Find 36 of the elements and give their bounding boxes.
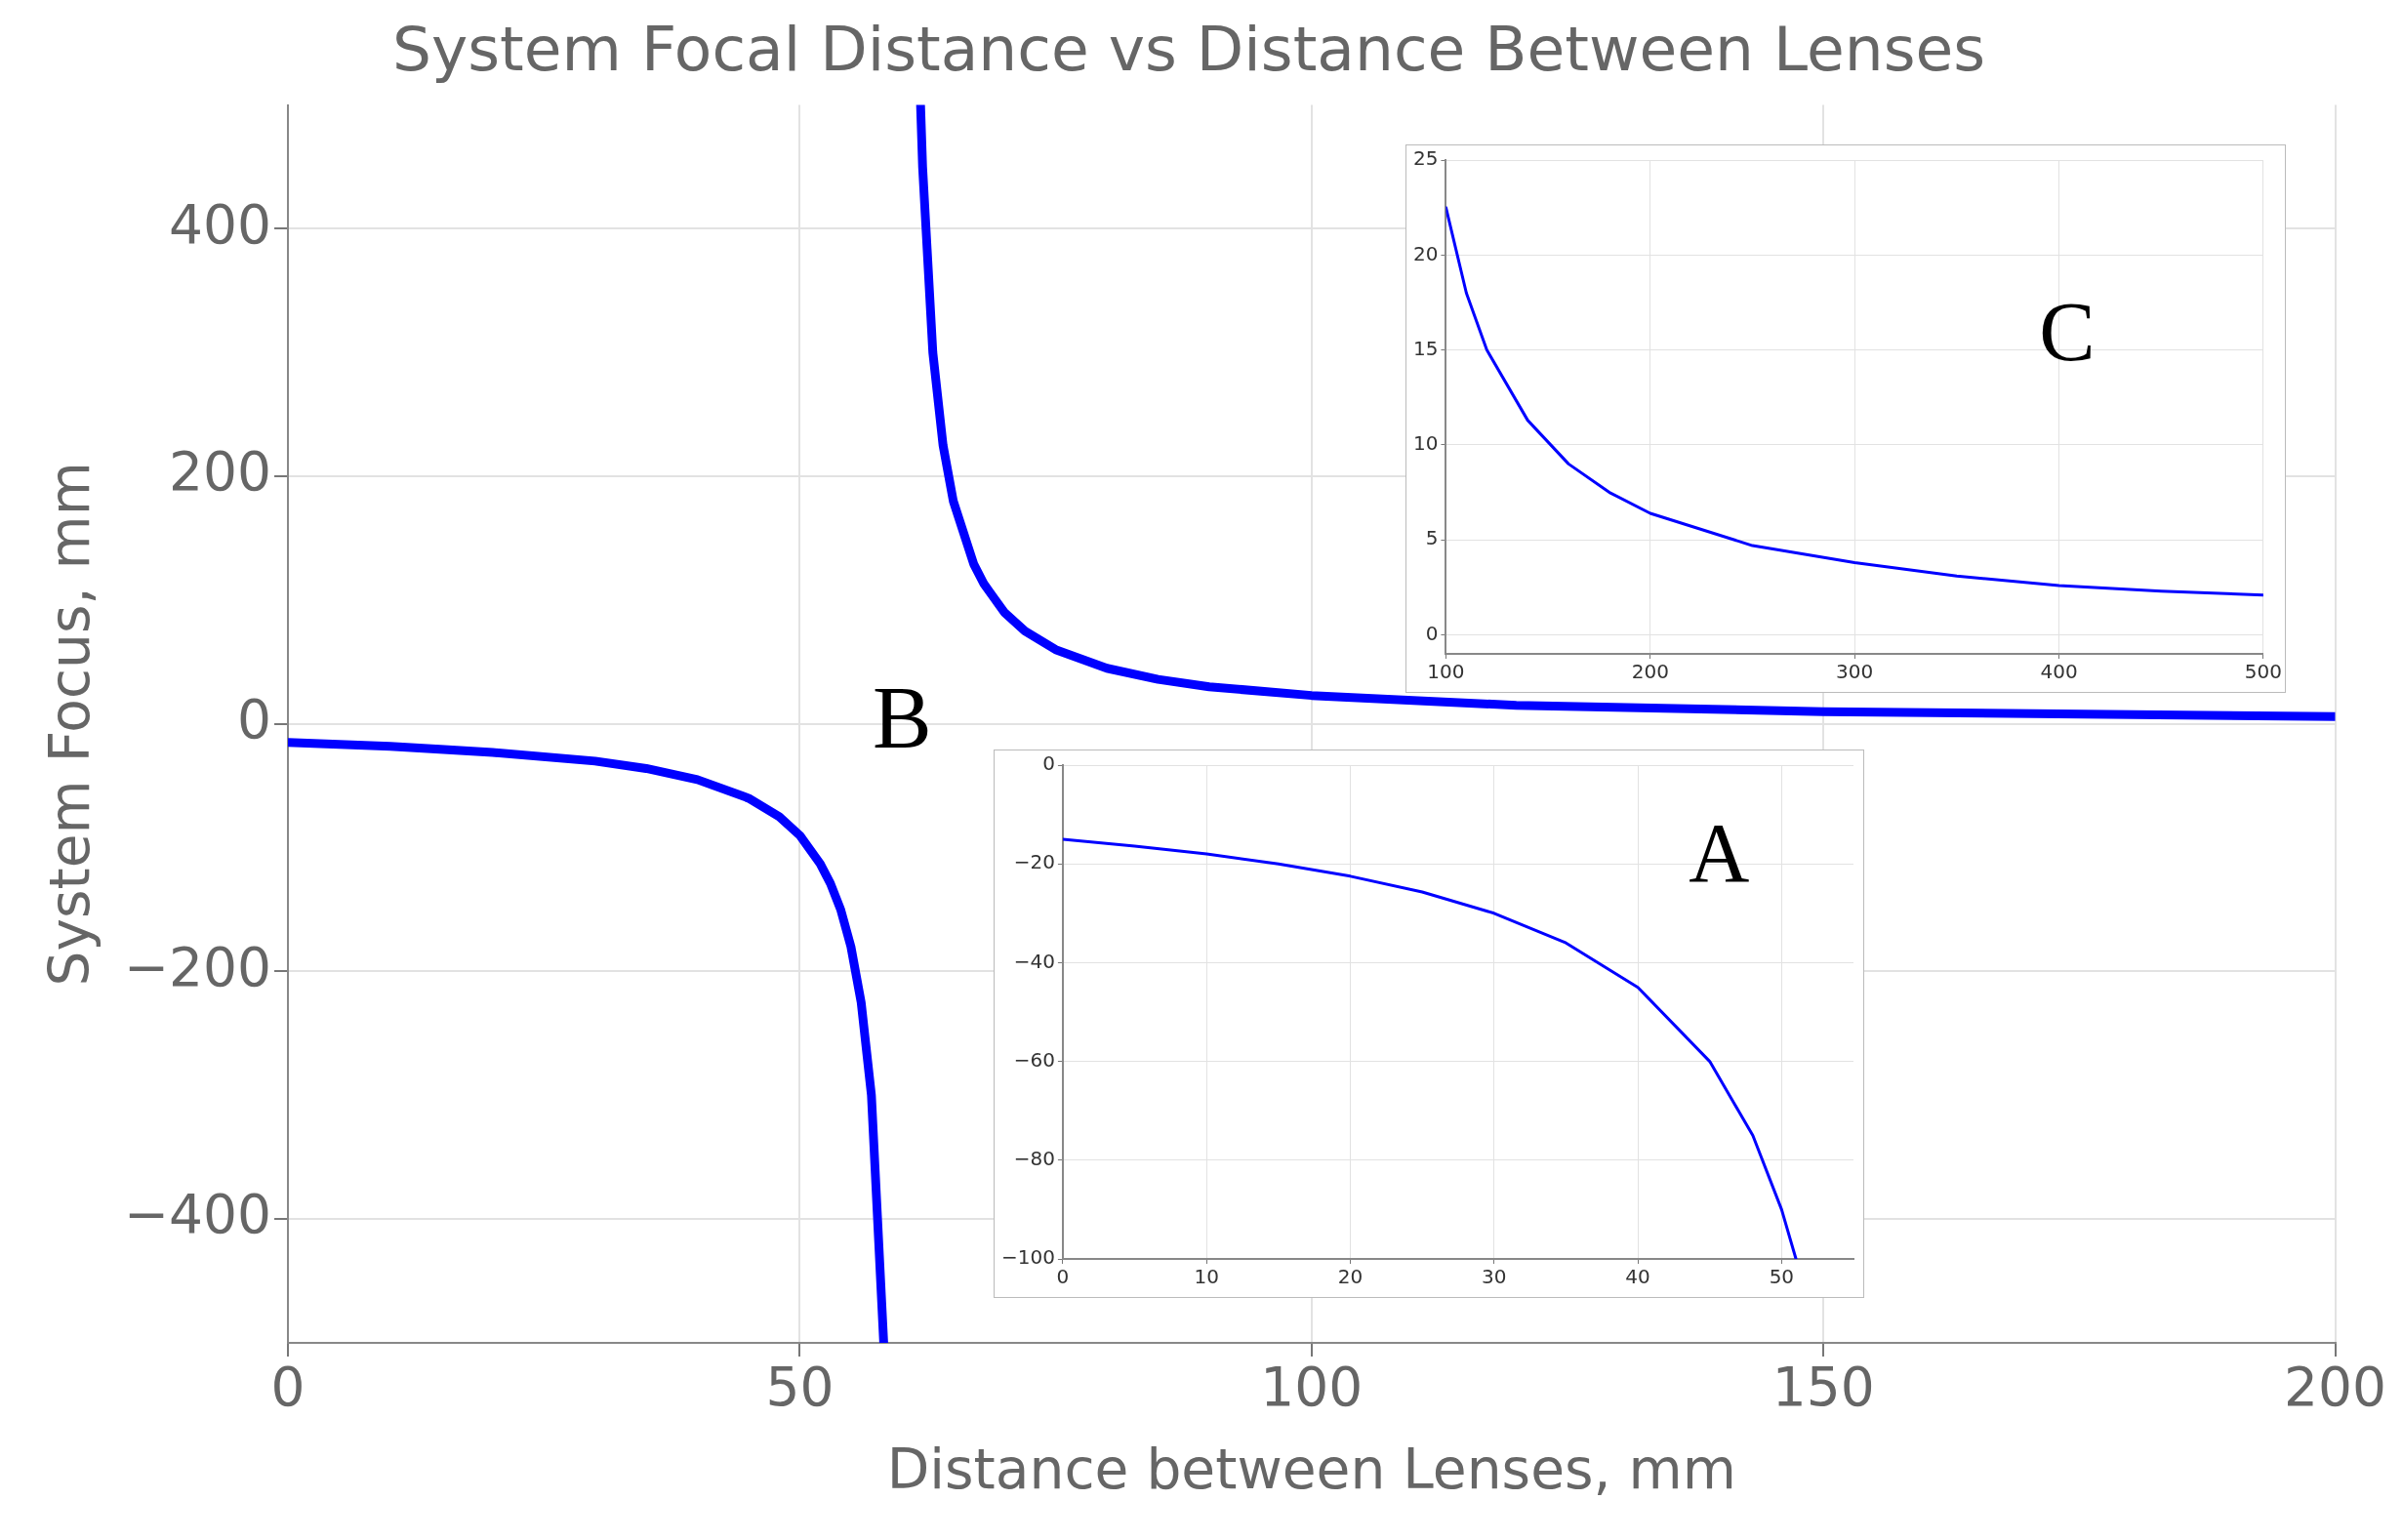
y-tick-label: 15 [1413,336,1439,360]
y-tick-label: −20 [1013,850,1055,874]
annotation: C [2039,284,2096,379]
x-tick-label: 10 [1194,1265,1219,1289]
chart-title: System Focal Distance vs Distance Between Lenses [391,14,1986,86]
y-tick-label: 200 [169,440,272,504]
x-tick-label: 200 [2284,1356,2386,1419]
x-tick-label: 20 [1337,1265,1364,1289]
y-tick-label: −400 [123,1183,272,1246]
y-tick-label: 0 [1042,751,1055,776]
x-tick-label: 300 [1836,660,1874,684]
y-tick-label: 0 [1425,621,1439,645]
y-tick-label: −200 [123,935,272,998]
y-tick-label: 20 [1413,241,1439,265]
y-axis-title: System Focus, mm [36,462,102,987]
y-tick-label: −60 [1013,1047,1055,1072]
x-tick-label: 40 [1625,1265,1650,1289]
x-axis-title: Distance between Lenses, mm [886,1436,1736,1501]
x-tick-label: 400 [2040,660,2078,684]
annotation: A [1689,805,1750,900]
annotation: B [872,668,932,767]
y-tick-label: −100 [1000,1245,1055,1270]
x-tick-label: 50 [765,1356,835,1419]
y-tick-label: 10 [1413,431,1439,456]
x-tick-label: 150 [1771,1356,1875,1419]
y-tick-label: −80 [1013,1147,1055,1170]
y-tick-label: 5 [1425,526,1439,550]
y-tick-label: 400 [169,192,272,256]
x-tick-label: 200 [1631,660,1669,684]
x-tick-label: 100 [1260,1356,1364,1419]
x-tick-label: 100 [1427,660,1465,684]
y-tick-label: −40 [1013,949,1055,973]
x-tick-label: 50 [1769,1265,1795,1289]
x-tick-label: 30 [1482,1265,1507,1289]
x-tick-label: 500 [2244,660,2283,684]
y-tick-label: 25 [1413,146,1439,171]
